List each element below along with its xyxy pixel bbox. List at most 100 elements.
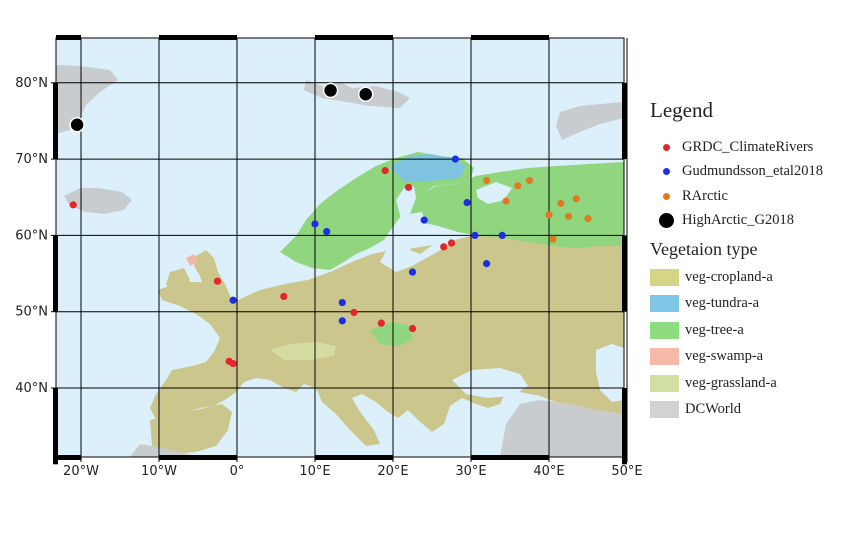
station-marker[interactable] <box>311 220 319 228</box>
vegetation-legend-item: veg-cropland-a <box>650 264 850 291</box>
legend-item-label: Gudmundsson_etal2018 <box>682 163 823 180</box>
station-marker[interactable] <box>440 243 448 251</box>
scandinavia-landmass <box>280 152 474 270</box>
border-segment <box>159 35 237 40</box>
border-segment <box>471 35 549 40</box>
station-marker[interactable] <box>322 82 339 99</box>
color-swatch <box>650 295 679 313</box>
station-marker[interactable] <box>213 277 222 285</box>
station-marker[interactable] <box>572 195 580 203</box>
tundra-region <box>390 154 466 182</box>
station-marker[interactable] <box>545 211 553 219</box>
station-marker[interactable] <box>381 166 389 175</box>
station-marker[interactable] <box>483 260 491 268</box>
color-swatch <box>650 348 679 366</box>
novaya-zemlya-landmass <box>556 102 624 140</box>
finland-russia-forest <box>404 162 624 248</box>
station-marker[interactable] <box>447 239 456 247</box>
vegetation-legend-label: veg-swamp-a <box>685 348 764 365</box>
station-marker[interactable] <box>408 268 417 276</box>
vegetation-legend-item: DCWorld <box>650 397 850 424</box>
border-segment <box>53 388 58 465</box>
station-marker[interactable] <box>280 292 288 301</box>
x-tick-label: 20°W <box>63 464 99 479</box>
legend-item: Gudmundsson_etal2018 <box>650 160 850 185</box>
white-sea <box>476 182 512 204</box>
legend-items: GRDC_ClimateRivers Gudmundsson_etal2018 RA… <box>650 135 850 233</box>
small-dot-icon <box>650 143 682 151</box>
border-segment <box>622 388 627 465</box>
vegetation-legend-item: veg-tundra-a <box>650 291 850 318</box>
graticule <box>56 38 628 457</box>
x-tick-label: 10°E <box>299 464 330 479</box>
station-marker[interactable] <box>229 296 237 304</box>
swamp-patch <box>186 254 198 266</box>
x-tick-label: 0° <box>230 464 245 479</box>
station-marker[interactable] <box>350 308 358 317</box>
station-marker[interactable] <box>564 212 573 220</box>
y-tick-label: 60°N <box>15 228 48 243</box>
station-marker[interactable] <box>498 231 506 239</box>
station-marker[interactable] <box>405 183 413 191</box>
y-tick-label: 70°N <box>15 152 48 167</box>
station-marker[interactable] <box>420 216 428 224</box>
station-marker[interactable] <box>338 317 346 325</box>
y-tick-label: 40°N <box>15 381 48 396</box>
legend-item-label: HighArctic_G2018 <box>682 212 794 229</box>
greenland-landmass <box>56 65 118 134</box>
color-swatch <box>650 374 679 392</box>
station-marker[interactable] <box>408 324 417 333</box>
color-swatch <box>650 268 679 286</box>
station-markers <box>69 82 592 368</box>
station-marker[interactable] <box>357 86 374 102</box>
station-marker[interactable] <box>549 235 557 243</box>
legend-title: Legend <box>650 98 713 122</box>
border-segment <box>315 455 393 460</box>
small-dot-icon <box>650 192 682 200</box>
border-segment <box>315 35 393 40</box>
station-marker[interactable] <box>584 215 592 223</box>
vegetation-legend-item: veg-grassland-a <box>650 370 850 397</box>
station-marker[interactable] <box>463 198 471 207</box>
station-marker[interactable] <box>69 117 85 133</box>
y-tick-label: 80°N <box>15 76 48 91</box>
station-marker[interactable] <box>557 199 565 207</box>
vegetation-legend-title: Vegetaion type <box>650 239 758 259</box>
vegetation-legend-label: veg-tree-a <box>685 321 744 338</box>
x-tick-label: 30°E <box>455 464 486 479</box>
legend-item-label: RArctic <box>682 187 728 204</box>
small-dot-icon <box>650 168 682 176</box>
north-africa-landmass <box>130 444 200 457</box>
station-marker[interactable] <box>514 182 522 190</box>
border-segment <box>56 35 81 40</box>
border-segment <box>56 455 81 460</box>
station-marker[interactable] <box>525 176 534 185</box>
gulf-of-bothnia <box>396 186 416 222</box>
station-marker[interactable] <box>323 227 331 236</box>
station-marker[interactable] <box>69 201 77 209</box>
station-marker[interactable] <box>483 176 491 185</box>
x-tick-label: 40°E <box>533 464 564 479</box>
vegetation-legend-items: veg-cropland-a veg-tundra-a veg-tree-a veg-… <box>650 264 850 423</box>
legend-panel: Legend GRDC_ClimateRivers Gudmundsson_eta… <box>650 98 850 423</box>
station-marker[interactable] <box>451 155 459 163</box>
station-marker[interactable] <box>502 197 510 205</box>
alps-region <box>270 342 336 360</box>
x-tick-label: 10°W <box>141 464 177 479</box>
legend-item: GRDC_ClimateRivers <box>650 135 850 160</box>
border-segment <box>53 235 58 312</box>
station-marker[interactable] <box>377 319 385 327</box>
border-segment <box>622 235 627 312</box>
color-swatch <box>650 401 679 419</box>
vegetation-legend-item: veg-swamp-a <box>650 344 850 371</box>
station-marker[interactable] <box>471 231 479 239</box>
x-tick-label: 50°E <box>611 464 642 479</box>
legend-item: HighArctic_G2018 <box>650 209 850 234</box>
station-marker[interactable] <box>229 359 237 368</box>
legend-item-label: GRDC_ClimateRivers <box>682 138 814 155</box>
y-tick-label: 50°N <box>15 305 48 320</box>
station-marker[interactable] <box>338 298 346 307</box>
border-segment <box>471 455 549 460</box>
color-swatch <box>650 321 679 339</box>
